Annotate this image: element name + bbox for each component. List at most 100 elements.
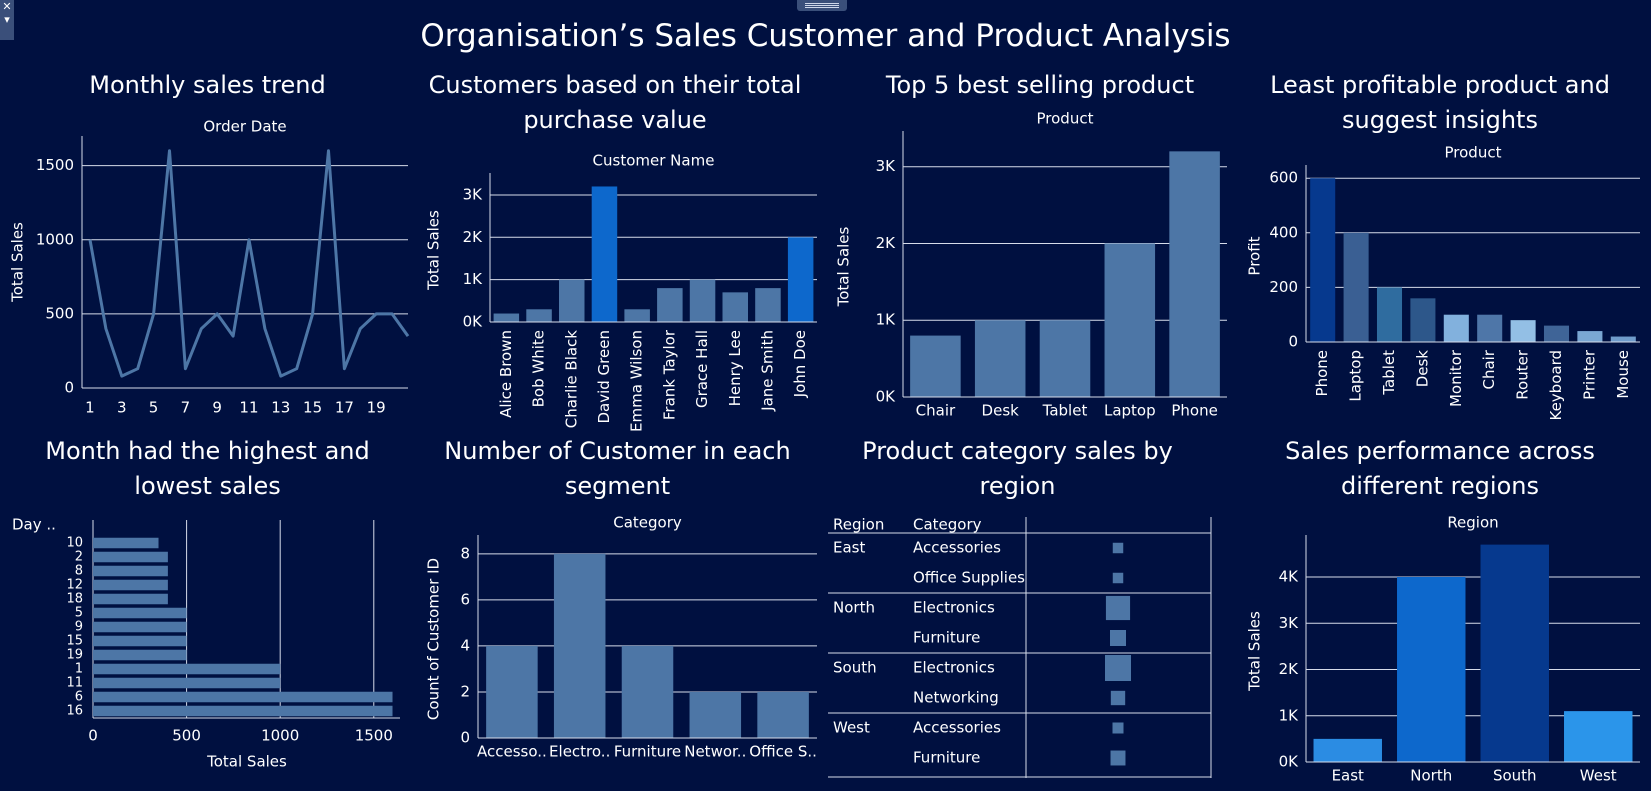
bar-segment-2	[621, 645, 674, 738]
corner-controls[interactable]: ✕ ▾	[0, 0, 14, 40]
x-tick-segment-0: Accesso..	[477, 743, 547, 761]
bar-top5-4	[1169, 151, 1220, 397]
x-tick-customers-7: Henry Lee	[726, 330, 744, 406]
y-tick-segment-1: 2	[460, 682, 470, 700]
bar-month-high-low-3	[93, 579, 168, 591]
bar-customers-1	[526, 309, 552, 322]
x-tick-segment-3: Networ..	[684, 743, 746, 761]
x-tick-least-profit-2: Tablet	[1380, 350, 1398, 396]
bar-month-high-low-1	[93, 551, 168, 563]
y-tick-month-high-low-0: 10	[66, 536, 83, 551]
bar-least-profit-1	[1343, 232, 1369, 342]
x-tick-regions-3: West	[1580, 767, 1617, 785]
chart-header-segment: Category	[613, 514, 682, 532]
panel-title-category-region: Product category sales by region	[862, 437, 1173, 500]
bar-least-profit-3	[1410, 298, 1436, 342]
y-tick-regions-1: 1K	[1279, 706, 1300, 724]
y-tick-monthly-1: 500	[45, 304, 74, 322]
y-tick-regions-0: 0K	[1279, 753, 1300, 771]
bar-customers-8	[755, 288, 781, 322]
y-axis-label-monthly: Total Sales	[9, 222, 27, 303]
table-head-category: Category	[913, 516, 982, 534]
x-tick-monthly-9: 19	[367, 399, 386, 417]
x-tick-customers-0: Alice Brown	[497, 330, 515, 418]
table-region-0: East	[833, 539, 865, 557]
size-mark-1-1	[1110, 630, 1126, 646]
bar-month-high-low-2	[93, 565, 168, 577]
y-axis-label-regions: Total Sales	[1246, 611, 1264, 692]
x-tick-customers-3: David Green	[595, 330, 613, 424]
panel-title-customer-segment: Number of Customer in each segment	[444, 437, 791, 500]
x-tick-regions-0: East	[1332, 767, 1364, 785]
table-region-3: West	[833, 719, 870, 737]
y-axis-label-segment: Count of Customer ID	[425, 558, 443, 720]
y-tick-least-profit-3: 600	[1269, 169, 1298, 187]
top-drag-handle[interactable]	[797, 0, 847, 11]
y-tick-regions-3: 3K	[1279, 614, 1300, 632]
bar-month-high-low-11	[93, 691, 393, 703]
x-tick-customers-5: Frank Taylor	[660, 329, 678, 420]
x-tick-monthly-3: 7	[181, 399, 191, 417]
x-tick-regions-2: South	[1493, 767, 1537, 785]
size-mark-0-0	[1112, 542, 1124, 554]
y-axis-label-customers: Total Sales	[425, 210, 443, 291]
table-region-1: North	[833, 599, 875, 617]
chart-header-regions: Region	[1447, 514, 1498, 532]
y-tick-least-profit-0: 0	[1288, 333, 1298, 351]
bar-top5-3	[1104, 243, 1156, 397]
table-category-0-0: Accessories	[913, 539, 1001, 557]
bar-regions-1	[1397, 577, 1466, 762]
y-tick-segment-0: 0	[460, 729, 470, 747]
x-tick-top5-4: Phone	[1171, 402, 1217, 420]
x-tick-customers-4: Emma Wilson	[628, 330, 646, 432]
x-tick-least-profit-3: Desk	[1413, 350, 1431, 388]
x-tick-top5-2: Tablet	[1042, 402, 1088, 420]
x-tick-regions-1: North	[1410, 767, 1452, 785]
bar-customers-5	[657, 288, 683, 322]
bar-top5-0	[910, 335, 961, 397]
x-tick-monthly-8: 17	[335, 399, 354, 417]
x-tick-segment-1: Electro..	[549, 743, 610, 761]
y-tick-month-high-low-1: 2	[75, 550, 83, 565]
x-tick-least-profit-7: Keyboard	[1547, 350, 1565, 421]
y-tick-customers-1: 1K	[463, 270, 484, 288]
chart-header-top5: Product	[1037, 110, 1094, 128]
y-tick-customers-2: 2K	[463, 228, 484, 246]
y-tick-month-high-low-6: 9	[75, 620, 83, 635]
bar-least-profit-0	[1310, 178, 1336, 342]
y-tick-top5-2: 2K	[876, 234, 897, 252]
bar-customers-2	[558, 279, 585, 322]
y-axis-label-least-profit: Profit	[1246, 236, 1264, 275]
bar-customers-6	[689, 279, 716, 322]
table-category-0-1: Office Supplies	[913, 569, 1025, 587]
dropdown-arrow-icon[interactable]: ▾	[4, 13, 10, 26]
y-tick-monthly-2: 1000	[36, 230, 74, 248]
bar-customers-4	[624, 309, 650, 322]
size-mark-3-0	[1112, 722, 1124, 734]
table-head-region: Region	[833, 516, 884, 534]
panel-title-least-profitable: Least profitable product and suggest ins…	[1270, 71, 1610, 134]
x-axis-label-month-high-low: Total Sales	[206, 753, 287, 771]
table-region-2: South	[833, 659, 877, 677]
bar-month-high-low-10	[93, 677, 281, 689]
x-tick-month-high-low-2: 1000	[261, 727, 299, 745]
y-tick-month-high-low-7: 15	[66, 634, 83, 649]
y-tick-least-profit-2: 400	[1269, 223, 1298, 241]
y-tick-segment-2: 4	[460, 636, 470, 654]
bar-least-profit-7	[1543, 325, 1570, 342]
y-tick-regions-2: 2K	[1279, 660, 1300, 678]
x-tick-least-profit-8: Printer	[1580, 349, 1598, 400]
x-tick-least-profit-6: Router	[1514, 349, 1532, 400]
x-tick-customers-2: Charlie Black	[562, 330, 580, 429]
close-icon[interactable]: ✕	[2, 0, 12, 13]
y-tick-month-high-low-3: 12	[66, 578, 83, 593]
bar-segment-1	[553, 553, 606, 738]
panel-title-top5: Top 5 best selling product	[885, 71, 1195, 99]
y-tick-customers-3: 3K	[463, 185, 484, 203]
y-tick-month-high-low-2: 8	[75, 564, 83, 579]
bar-month-high-low-7	[93, 635, 187, 647]
x-tick-customers-8: Jane Smith	[758, 330, 776, 412]
bar-segment-3	[689, 691, 742, 738]
y-axis-label-top5: Total Sales	[835, 226, 853, 307]
